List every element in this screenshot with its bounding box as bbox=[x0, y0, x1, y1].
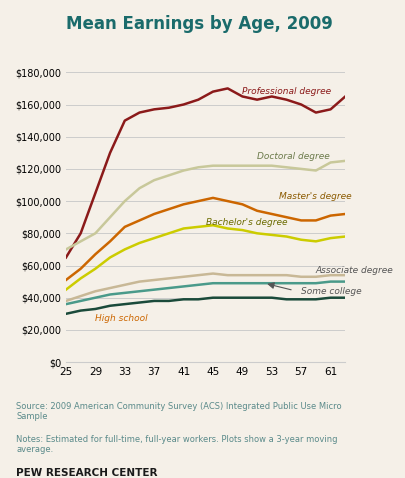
Text: Master's degree: Master's degree bbox=[279, 192, 352, 201]
Text: Some college: Some college bbox=[301, 287, 362, 296]
Text: High school: High school bbox=[96, 314, 148, 323]
Text: Mean Earnings by Age, 2009: Mean Earnings by Age, 2009 bbox=[66, 15, 333, 33]
Text: Doctoral degree: Doctoral degree bbox=[257, 152, 330, 161]
Text: Notes: Estimated for full-time, full-year workers. Plots show a 3-year moving
av: Notes: Estimated for full-time, full-yea… bbox=[16, 435, 338, 455]
Text: Bachelor's degree: Bachelor's degree bbox=[206, 217, 287, 227]
Text: Source: 2009 American Community Survey (ACS) Integrated Public Use Micro
Sample: Source: 2009 American Community Survey (… bbox=[16, 402, 342, 421]
Text: PEW RESEARCH CENTER: PEW RESEARCH CENTER bbox=[16, 468, 158, 478]
Text: Associate degree: Associate degree bbox=[316, 266, 394, 275]
Text: Professional degree: Professional degree bbox=[242, 87, 332, 96]
